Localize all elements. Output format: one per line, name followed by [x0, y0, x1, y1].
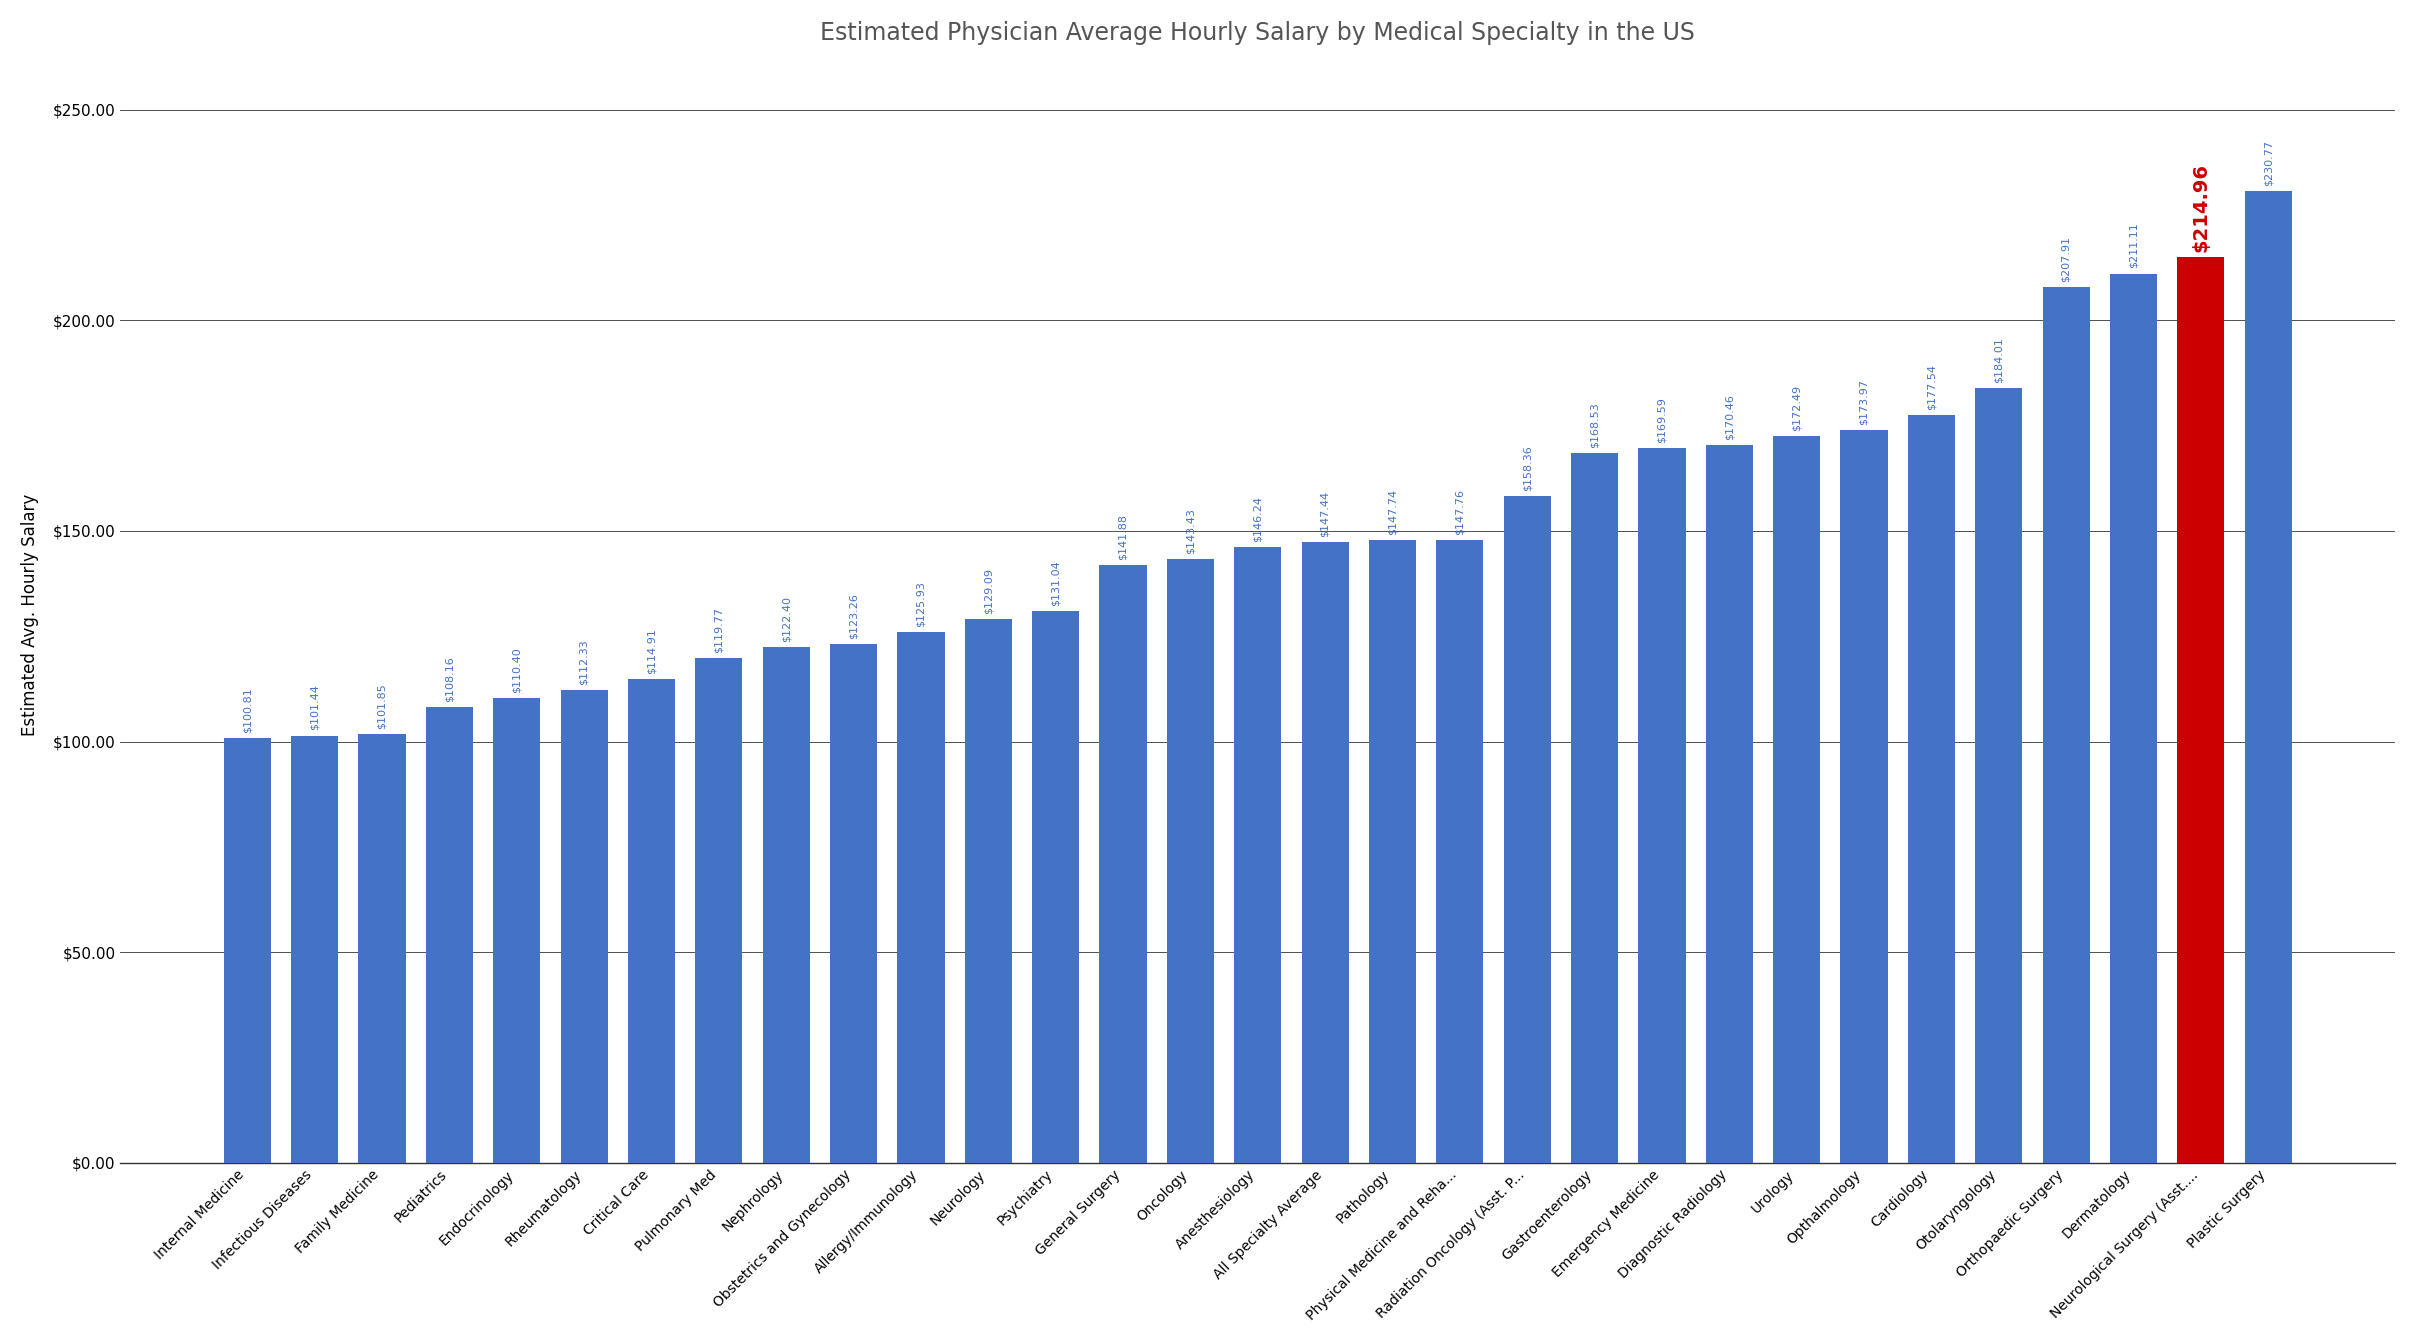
Text: $147.76: $147.76	[1454, 489, 1464, 535]
Text: $211.11: $211.11	[2128, 223, 2138, 269]
Bar	[358, 734, 406, 1163]
Text: $122.40: $122.40	[780, 597, 790, 642]
Text: $131.04: $131.04	[1051, 560, 1061, 606]
Bar	[1841, 430, 1887, 1163]
Text: $110.40: $110.40	[512, 646, 522, 692]
Bar	[1976, 387, 2022, 1163]
Bar	[2244, 191, 2293, 1163]
Bar	[1302, 542, 1348, 1163]
Bar	[1909, 415, 1955, 1163]
Text: $101.85: $101.85	[377, 683, 387, 728]
Bar	[561, 689, 609, 1163]
Bar	[2042, 288, 2090, 1163]
Text: $184.01: $184.01	[1993, 337, 2003, 383]
Text: $147.44: $147.44	[1319, 491, 1331, 536]
Text: $177.54: $177.54	[1926, 364, 1935, 410]
Bar	[696, 659, 742, 1163]
Bar	[225, 738, 271, 1163]
Bar	[1167, 559, 1213, 1163]
Text: $230.77: $230.77	[2264, 140, 2273, 185]
Text: $146.24: $146.24	[1254, 496, 1264, 542]
Text: $172.49: $172.49	[1793, 386, 1802, 431]
Text: $207.91: $207.91	[2061, 237, 2071, 282]
Text: $100.81: $100.81	[242, 687, 251, 732]
Bar	[1638, 449, 1686, 1163]
Text: $101.44: $101.44	[309, 684, 319, 731]
Bar	[1773, 437, 1819, 1163]
Y-axis label: Estimated Avg. Hourly Salary: Estimated Avg. Hourly Salary	[22, 495, 39, 737]
Bar	[1706, 445, 1754, 1163]
Text: $169.59: $169.59	[1657, 398, 1667, 444]
Bar	[964, 620, 1012, 1163]
Title: Estimated Physician Average Hourly Salary by Medical Specialty in the US: Estimated Physician Average Hourly Salar…	[821, 22, 1696, 44]
Text: $108.16: $108.16	[445, 656, 454, 702]
Bar	[831, 644, 877, 1163]
Text: $119.77: $119.77	[713, 607, 725, 653]
Bar	[2177, 257, 2225, 1163]
Bar	[1435, 540, 1483, 1163]
Text: $141.88: $141.88	[1119, 515, 1128, 560]
Bar	[1099, 566, 1148, 1163]
Bar	[896, 633, 945, 1163]
Text: $214.96: $214.96	[2191, 163, 2211, 253]
Bar	[1570, 453, 1619, 1163]
Text: $158.36: $158.36	[1522, 445, 1532, 491]
Text: $125.93: $125.93	[916, 582, 925, 628]
Text: $143.43: $143.43	[1186, 508, 1196, 554]
Text: $123.26: $123.26	[848, 593, 858, 638]
Text: $129.09: $129.09	[983, 569, 993, 614]
Bar	[1370, 540, 1416, 1163]
Bar	[2109, 274, 2157, 1163]
Bar	[425, 707, 474, 1163]
Bar	[1032, 610, 1080, 1163]
Text: $168.53: $168.53	[1590, 402, 1599, 448]
Bar	[628, 679, 674, 1163]
Bar	[1235, 547, 1280, 1163]
Bar	[290, 735, 338, 1163]
Text: $112.33: $112.33	[580, 638, 590, 684]
Text: $114.91: $114.91	[647, 628, 657, 673]
Bar	[763, 648, 809, 1163]
Text: $173.97: $173.97	[1858, 379, 1870, 425]
Text: $170.46: $170.46	[1725, 394, 1735, 439]
Bar	[1503, 496, 1551, 1163]
Bar	[493, 698, 541, 1163]
Text: $147.74: $147.74	[1387, 489, 1396, 535]
